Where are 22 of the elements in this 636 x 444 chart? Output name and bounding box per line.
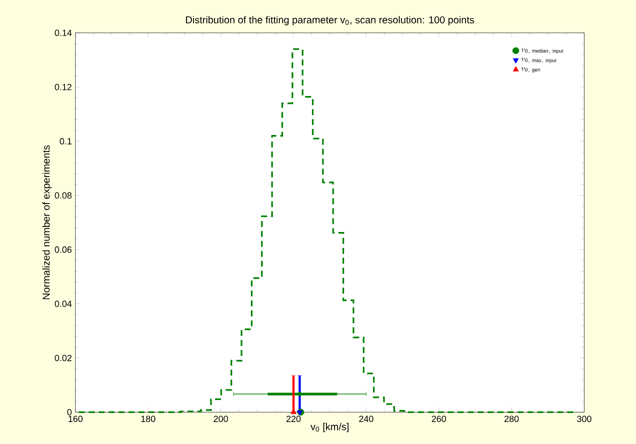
x-tick-label: 300 <box>577 416 592 422</box>
x-tick-label: 280 <box>504 416 519 422</box>
y-tick-label: 0 <box>67 408 72 416</box>
y-tick-label: 0.04 <box>54 300 72 307</box>
legend-label: $v_{\mathrm{0,\ median,\ input}}$ <box>521 48 564 54</box>
y-tick-label: 0.08 <box>54 192 72 199</box>
y-tick-label: 0.02 <box>54 354 72 362</box>
x-axis-title: v$_{0}$ [km/s] <box>310 422 348 432</box>
y-tick-label: 0.14 <box>54 30 72 36</box>
x-tick-label: 260 <box>432 416 446 422</box>
legend-label: $v_{\mathrm{0,\ gen}}$ <box>521 67 540 72</box>
y-tick-label: 0.06 <box>54 246 72 253</box>
x-tick-label: 220 <box>286 416 301 422</box>
legend-label: $v_{\mathrm{0,\ max,\ input}}$ <box>521 58 556 64</box>
x-tick-label: 180 <box>141 416 156 422</box>
chart-title: Distribution of the fitting parameter v$_{0}$, scan resolution: 100 points <box>186 16 474 26</box>
x-tick-label: 160 <box>68 416 83 422</box>
x-tick-label: 200 <box>214 416 228 422</box>
y-tick-label: 0.12 <box>54 84 72 90</box>
y-tick-label: 0.1 <box>60 138 72 144</box>
y-axis-title: Normalized number of experiments <box>42 145 52 300</box>
x-tick-label: 240 <box>359 416 374 422</box>
